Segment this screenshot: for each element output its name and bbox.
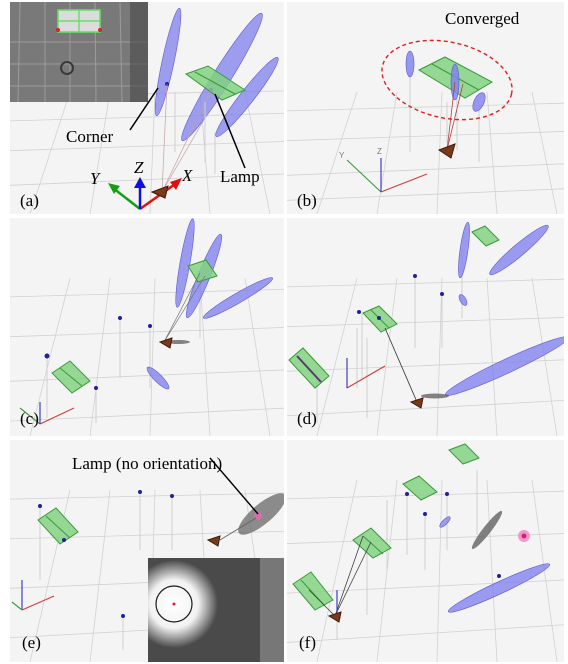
uncertainty-ellipse: [175, 218, 195, 308]
lamp-landmark: [448, 443, 480, 465]
uncertainty-ellipse: [146, 366, 170, 390]
panel-c-scene: [10, 218, 284, 436]
lamp-annotation: Lamp: [220, 167, 260, 186]
panel-d-scene: [287, 221, 564, 436]
camera-pose: [327, 611, 342, 623]
panel-label-d: (d): [297, 409, 317, 428]
camera-pose: [150, 185, 169, 199]
uncertainty-ellipse: [202, 277, 274, 319]
z-axis-label: Z: [134, 158, 144, 177]
panel-f: (f): [287, 440, 564, 662]
camera-pose: [409, 397, 424, 409]
uncertainty-ellipse: [154, 7, 182, 117]
lamp-landmark: [187, 259, 218, 283]
uncertainty-ellipse: [439, 516, 451, 528]
uncertainty-ellipse: [215, 57, 279, 137]
lamp-landmark: [352, 527, 392, 559]
camera-pose: [437, 143, 456, 159]
svg-text:Y: Y: [339, 151, 345, 160]
panel-label-a: (a): [20, 191, 39, 210]
gray-ellipse: [471, 510, 503, 550]
panel-b: Y Z Converged (b): [287, 2, 564, 214]
lamp-landmark: [37, 507, 79, 545]
panel-c: (c): [10, 218, 284, 436]
camera-pose: [206, 535, 221, 547]
y-axis-arrow: [112, 187, 141, 210]
converged-region: [381, 39, 513, 121]
y-axis-label: Y: [90, 169, 100, 188]
panel-label-c: (c): [20, 409, 39, 428]
converged-annotation: Converged: [445, 9, 520, 28]
lamp-landmark: [471, 225, 500, 247]
x-axis-label: X: [182, 166, 193, 185]
corner-annotation: Corner: [66, 127, 114, 146]
panel-e: Lamp (no orientation) (e): [10, 440, 284, 662]
camera-image-inset: [10, 2, 148, 102]
uncertainty-ellipse: [447, 563, 551, 613]
lamp-landmark: [402, 475, 438, 501]
uncertainty-ellipse: [405, 50, 415, 78]
uncertainty-ellipse: [458, 221, 470, 279]
lamp-no-orientation-ellipse: [238, 493, 284, 535]
camera-pose: [158, 337, 173, 349]
uncertainty-ellipse: [489, 224, 549, 276]
uncertainty-ellipse: [472, 92, 486, 112]
panel-f-scene: [287, 443, 564, 662]
uncertainty-ellipse: [458, 294, 468, 306]
panel-label-f: (f): [299, 633, 316, 652]
panel-label-e: (e): [22, 633, 41, 652]
lamp-no-orientation-annotation: Lamp (no orientation): [72, 454, 223, 473]
svg-text:Z: Z: [377, 147, 382, 156]
camera-image-inset: [148, 558, 284, 662]
panel-a-scene: [10, 7, 284, 214]
panel-a: Corner Lamp Z Y X (a): [10, 2, 284, 214]
panel-d: (d): [287, 218, 564, 436]
panel-label-b: (b): [297, 191, 317, 210]
panel-b-scene: Y Z: [287, 39, 564, 214]
